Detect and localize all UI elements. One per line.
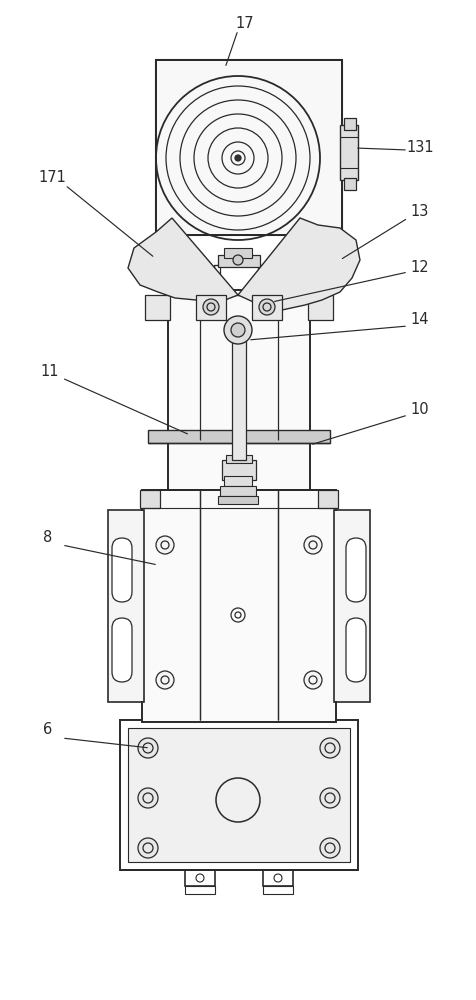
Circle shape <box>138 788 158 808</box>
Bar <box>224 476 252 486</box>
Circle shape <box>156 671 174 689</box>
Text: 11: 11 <box>41 364 59 379</box>
Bar <box>128 728 350 862</box>
Circle shape <box>138 838 158 858</box>
Bar <box>140 490 160 508</box>
Bar <box>218 496 258 504</box>
Text: 171: 171 <box>38 170 66 186</box>
Text: 131: 131 <box>406 140 434 155</box>
Bar <box>156 60 342 235</box>
Bar <box>220 486 256 496</box>
FancyBboxPatch shape <box>112 538 132 602</box>
Circle shape <box>164 226 176 238</box>
Bar <box>263 886 293 894</box>
Text: 14: 14 <box>411 312 429 328</box>
Circle shape <box>233 255 243 265</box>
Bar <box>148 430 330 443</box>
Bar <box>334 510 370 702</box>
Bar <box>318 490 338 508</box>
Bar <box>200 490 278 720</box>
Circle shape <box>300 226 312 238</box>
Bar <box>185 886 215 894</box>
Bar <box>232 340 246 460</box>
Bar <box>120 720 358 870</box>
Bar <box>344 178 356 190</box>
Circle shape <box>138 738 158 758</box>
Bar <box>108 510 144 702</box>
Bar <box>218 255 260 267</box>
Bar <box>168 290 310 490</box>
Bar <box>226 455 252 463</box>
Bar <box>335 511 369 701</box>
Circle shape <box>156 536 174 554</box>
Bar <box>185 870 215 886</box>
Circle shape <box>203 299 219 315</box>
Bar <box>157 61 341 234</box>
Text: 13: 13 <box>411 205 429 220</box>
Circle shape <box>235 155 241 161</box>
Bar <box>252 295 282 320</box>
Bar <box>224 248 252 258</box>
Bar <box>222 460 256 480</box>
Circle shape <box>231 323 245 337</box>
Bar <box>340 125 358 180</box>
Bar <box>344 118 356 130</box>
Circle shape <box>224 316 252 344</box>
Polygon shape <box>128 218 238 307</box>
Bar <box>143 491 335 721</box>
Circle shape <box>304 536 322 554</box>
Text: 12: 12 <box>411 260 429 275</box>
Circle shape <box>304 671 322 689</box>
Polygon shape <box>238 218 360 310</box>
Circle shape <box>320 738 340 758</box>
FancyBboxPatch shape <box>112 618 132 682</box>
Circle shape <box>320 838 340 858</box>
Bar <box>109 511 143 701</box>
Bar <box>308 295 333 320</box>
Bar <box>169 291 309 489</box>
Text: 6: 6 <box>43 722 53 738</box>
Bar <box>142 490 336 722</box>
Circle shape <box>320 788 340 808</box>
FancyBboxPatch shape <box>346 618 366 682</box>
Text: 10: 10 <box>411 402 429 418</box>
Circle shape <box>259 299 275 315</box>
FancyBboxPatch shape <box>346 538 366 602</box>
Bar <box>263 870 293 886</box>
Bar <box>196 295 226 320</box>
Bar <box>145 295 170 320</box>
Text: 17: 17 <box>236 15 254 30</box>
Bar <box>214 265 264 295</box>
Text: 8: 8 <box>43 530 53 546</box>
